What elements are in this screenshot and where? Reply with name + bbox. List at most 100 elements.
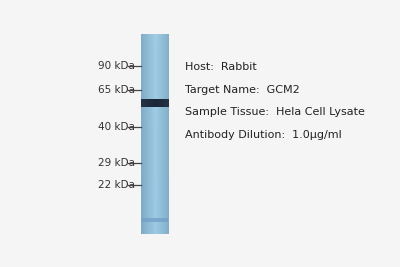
Bar bbox=[152, 34, 153, 234]
Bar bbox=[142, 134, 169, 136]
Bar bbox=[167, 99, 168, 107]
Bar bbox=[142, 176, 169, 178]
Bar bbox=[142, 214, 169, 215]
Bar bbox=[160, 99, 161, 107]
Text: 65 kDa: 65 kDa bbox=[98, 85, 135, 95]
Text: 90 kDa: 90 kDa bbox=[98, 61, 135, 71]
Bar bbox=[142, 80, 169, 82]
Bar bbox=[149, 34, 150, 234]
Bar bbox=[156, 34, 157, 234]
Bar bbox=[142, 192, 169, 194]
Bar bbox=[146, 99, 147, 107]
Bar bbox=[142, 34, 169, 36]
Bar bbox=[155, 34, 156, 234]
Bar bbox=[142, 210, 169, 211]
Bar bbox=[153, 99, 154, 107]
Bar bbox=[142, 227, 169, 230]
Bar bbox=[142, 202, 169, 204]
Bar bbox=[142, 110, 169, 112]
Bar bbox=[142, 54, 169, 56]
Bar bbox=[161, 99, 162, 107]
Bar bbox=[142, 128, 169, 130]
Bar bbox=[142, 166, 169, 168]
Bar bbox=[158, 34, 159, 234]
Bar bbox=[168, 99, 169, 107]
Bar bbox=[142, 188, 169, 190]
Bar bbox=[148, 34, 149, 234]
Bar bbox=[164, 34, 165, 234]
Bar bbox=[142, 142, 169, 144]
Bar bbox=[166, 34, 167, 234]
Bar bbox=[145, 34, 146, 234]
Bar bbox=[142, 222, 169, 223]
Bar bbox=[142, 160, 169, 162]
Bar bbox=[142, 136, 169, 138]
Bar bbox=[142, 223, 169, 226]
Bar bbox=[142, 46, 169, 48]
Bar bbox=[148, 99, 149, 107]
Bar bbox=[149, 99, 150, 107]
Bar bbox=[142, 106, 169, 108]
Bar bbox=[142, 124, 169, 126]
Bar bbox=[142, 74, 169, 76]
Bar bbox=[142, 130, 169, 132]
Bar bbox=[142, 64, 169, 66]
Bar bbox=[142, 200, 169, 202]
Bar bbox=[142, 208, 169, 210]
Text: Sample Tissue:  Hela Cell Lysate: Sample Tissue: Hela Cell Lysate bbox=[185, 107, 365, 117]
Bar bbox=[151, 34, 152, 234]
Bar bbox=[150, 99, 151, 107]
Bar bbox=[142, 66, 169, 68]
Bar bbox=[142, 118, 169, 120]
Bar bbox=[142, 182, 169, 184]
Bar bbox=[142, 184, 169, 186]
Bar bbox=[142, 211, 169, 214]
Bar bbox=[142, 56, 169, 58]
Bar bbox=[142, 48, 169, 50]
Bar bbox=[142, 42, 169, 44]
Bar bbox=[142, 58, 169, 60]
Bar bbox=[143, 99, 144, 107]
Bar bbox=[142, 108, 169, 110]
Bar bbox=[165, 34, 166, 234]
Bar bbox=[158, 99, 159, 107]
Bar bbox=[162, 99, 163, 107]
Bar bbox=[142, 168, 169, 170]
Bar bbox=[142, 146, 169, 148]
Bar bbox=[142, 178, 169, 180]
Text: 40 kDa: 40 kDa bbox=[98, 121, 135, 132]
Text: 22 kDa: 22 kDa bbox=[98, 180, 135, 190]
Bar bbox=[142, 40, 169, 42]
Bar bbox=[157, 99, 158, 107]
Bar bbox=[142, 219, 169, 222]
Bar bbox=[159, 34, 160, 234]
Bar bbox=[142, 231, 169, 234]
Bar bbox=[142, 112, 169, 114]
Bar bbox=[163, 99, 164, 107]
Bar bbox=[142, 90, 169, 92]
Bar bbox=[147, 34, 148, 234]
Bar bbox=[142, 62, 169, 64]
Text: 29 kDa: 29 kDa bbox=[98, 158, 135, 168]
Bar bbox=[164, 99, 165, 107]
Bar bbox=[142, 100, 169, 102]
Bar bbox=[142, 150, 169, 152]
Bar bbox=[142, 196, 169, 198]
Bar bbox=[142, 94, 169, 96]
Bar bbox=[142, 78, 169, 80]
Bar bbox=[142, 104, 169, 106]
Bar bbox=[142, 98, 169, 100]
Bar bbox=[142, 99, 143, 107]
Bar bbox=[153, 34, 154, 234]
Bar bbox=[142, 44, 169, 46]
Bar bbox=[142, 60, 169, 62]
Bar bbox=[144, 34, 145, 234]
Bar bbox=[142, 194, 169, 196]
Bar bbox=[146, 34, 147, 234]
Bar bbox=[142, 126, 169, 128]
Bar bbox=[142, 218, 169, 219]
Bar bbox=[154, 34, 155, 234]
Bar bbox=[142, 120, 169, 122]
Bar bbox=[142, 114, 169, 116]
Bar bbox=[143, 34, 144, 234]
